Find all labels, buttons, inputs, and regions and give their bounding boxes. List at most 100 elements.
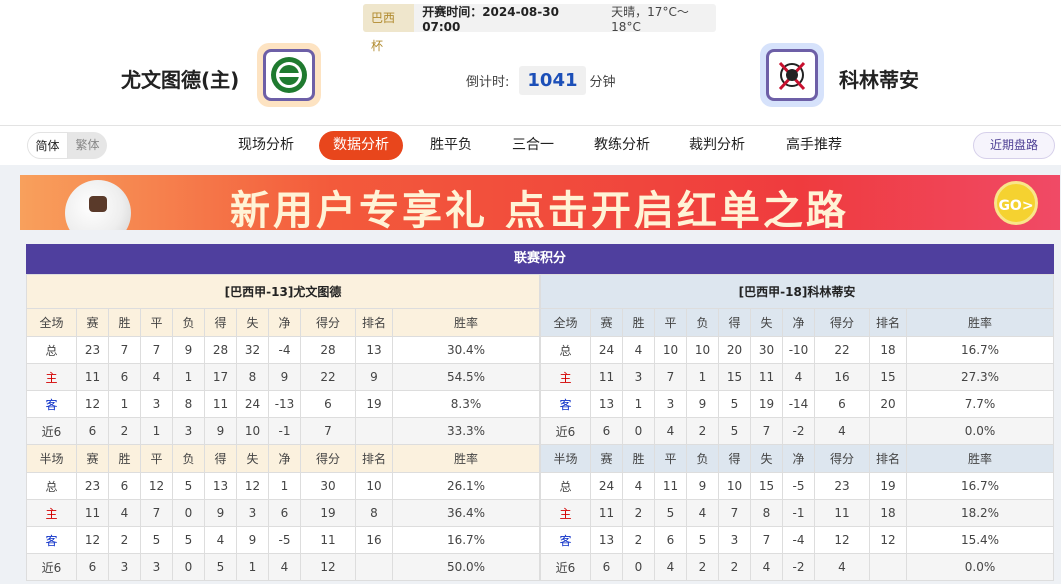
stat-cell: 23 (76, 472, 109, 500)
stat-cell: 4 (814, 417, 870, 445)
tab-1x2[interactable]: 胜平负 (430, 137, 472, 153)
column-header: 赛 (590, 308, 623, 337)
stat-cell: 5 (172, 472, 205, 500)
stat-cell: 11 (300, 526, 356, 554)
tab-live-analysis[interactable]: 现场分析 (238, 137, 294, 153)
column-header: 平 (140, 444, 173, 473)
stat-cell: 5 (654, 499, 687, 527)
home-team-name[interactable]: 尤文图德(主) (121, 68, 240, 92)
tab-data-analysis[interactable]: 数据分析 (319, 131, 403, 160)
stat-cell: 1 (236, 553, 269, 581)
away-team-name[interactable]: 科林蒂安 (839, 68, 919, 92)
stat-cell: 2 (108, 417, 141, 445)
language-toggle[interactable]: 简体 繁体 (27, 132, 107, 159)
stat-cell: 9 (236, 526, 269, 554)
stat-cell: 8 (236, 363, 269, 391)
table-row: 近6 6 3 3 0 5 1 4 12 50.0% (26, 553, 540, 581)
stat-cell: 2 (686, 417, 719, 445)
column-header: 胜率 (392, 444, 540, 473)
stat-cell: 50.0% (392, 553, 540, 581)
stat-cell: 6 (108, 472, 141, 500)
tab-coach-analysis[interactable]: 教练分析 (594, 137, 650, 153)
home-standings: [巴西甲-13]尤文图德 全场赛胜平负得失净得分 排名 胜率总 23 7 7 9 28 32 -4 2… (26, 274, 540, 581)
promo-banner[interactable]: 新用户专享礼 点击开启红单之路 GO> (20, 175, 1060, 230)
stat-cell: 0.0% (906, 553, 1054, 581)
stat-cell: 4 (204, 526, 237, 554)
row-label: 近6 (540, 417, 591, 445)
stat-cell: 4 (686, 499, 719, 527)
kickoff-time: 开赛时间：2024-08-30 07:00 (422, 4, 559, 34)
stat-cell: 10 (355, 472, 393, 500)
column-header: 净 (268, 444, 301, 473)
juventude-crest-icon (271, 57, 307, 93)
stat-cell: 7 (140, 499, 173, 527)
stat-cell: 20 (718, 336, 751, 364)
stat-cell: 19 (869, 472, 907, 500)
away-team-logo[interactable] (760, 43, 824, 107)
column-header: 净 (268, 308, 301, 337)
stat-cell: 10 (236, 417, 269, 445)
countdown: 倒计时: 1041 分钟 (466, 66, 616, 95)
table-row: 主 11 3 7 1 15 11 4 16 15 27.3% (540, 363, 1054, 391)
go-button[interactable]: GO> (994, 181, 1038, 225)
stat-cell: 30.4% (392, 336, 540, 364)
stat-cell: 16.7% (906, 472, 1054, 500)
row-label: 客 (26, 390, 77, 418)
stat-cell: 12 (300, 553, 356, 581)
stat-cell: 10 (686, 336, 719, 364)
stat-cell: 7 (140, 336, 173, 364)
stat-cell: 15.4% (906, 526, 1054, 554)
column-header: 胜率 (392, 308, 540, 337)
stat-cell: 28 (204, 336, 237, 364)
stat-cell: 0 (622, 553, 655, 581)
tab-referee-analysis[interactable]: 裁判分析 (689, 137, 745, 153)
stat-cell: 9 (355, 363, 393, 391)
stat-cell: 0.0% (906, 417, 1054, 445)
competition-badge[interactable]: 巴西杯 (363, 4, 415, 53)
team-standing-title: [巴西甲-18]科林蒂安 (540, 274, 1054, 309)
section-label: 半场 (26, 444, 77, 473)
stat-cell: 0 (172, 499, 205, 527)
stat-cell: 13 (355, 336, 393, 364)
home-team-logo[interactable] (257, 43, 321, 107)
stat-cell: 13 (204, 472, 237, 500)
stat-cell: 10 (718, 472, 751, 500)
stat-cell: 24 (590, 336, 623, 364)
column-header: 得分 (814, 444, 870, 473)
stat-cell: 13 (590, 526, 623, 554)
column-header: 失 (750, 444, 783, 473)
stat-cell: 9 (686, 472, 719, 500)
column-header: 得 (204, 308, 237, 337)
table-row: 客 13 1 3 9 5 19 -14 6 20 7.7% (540, 390, 1054, 418)
tab-three-in-one[interactable]: 三合一 (512, 137, 554, 153)
column-header: 净 (782, 444, 815, 473)
stat-cell: 6 (108, 363, 141, 391)
stat-cell: 1 (622, 390, 655, 418)
column-header: 得分 (300, 444, 356, 473)
weather: 天晴，17°C～18°C (611, 4, 689, 34)
section-label: 全场 (26, 308, 77, 337)
column-header: 负 (172, 444, 205, 473)
stat-cell: 27.3% (906, 363, 1054, 391)
stat-cell: 5 (718, 417, 751, 445)
stat-cell: 3 (140, 553, 173, 581)
stat-cell: 19 (300, 499, 356, 527)
stat-cell (355, 553, 393, 581)
column-header: 赛 (76, 444, 109, 473)
stat-cell: -4 (268, 336, 301, 364)
stat-cell: 5 (718, 390, 751, 418)
row-label: 主 (540, 363, 591, 391)
match-header: 巴西杯 开赛时间：2024-08-30 07:00 天晴，17°C～18°C 尤… (0, 0, 1061, 125)
lang-simplified[interactable]: 简体 (27, 132, 68, 159)
stat-cell: 9 (686, 390, 719, 418)
table-row: 主 11 2 5 4 7 8 -1 11 18 18.2% (540, 499, 1054, 527)
stat-cell: -5 (782, 472, 815, 500)
lang-traditional[interactable]: 繁体 (75, 138, 100, 152)
tab-expert-picks[interactable]: 高手推荐 (786, 137, 842, 153)
stat-cell: 9 (172, 336, 205, 364)
recent-odds-button[interactable]: 近期盘路 (973, 132, 1055, 159)
stat-cell: 12 (814, 526, 870, 554)
stat-cell: 6 (300, 390, 356, 418)
column-header: 负 (686, 444, 719, 473)
league-standings: 联赛积分 [巴西甲-13]尤文图德 全场赛胜平负得失净得分 排名 胜率总 23 7 7 9 28… (26, 244, 1054, 581)
